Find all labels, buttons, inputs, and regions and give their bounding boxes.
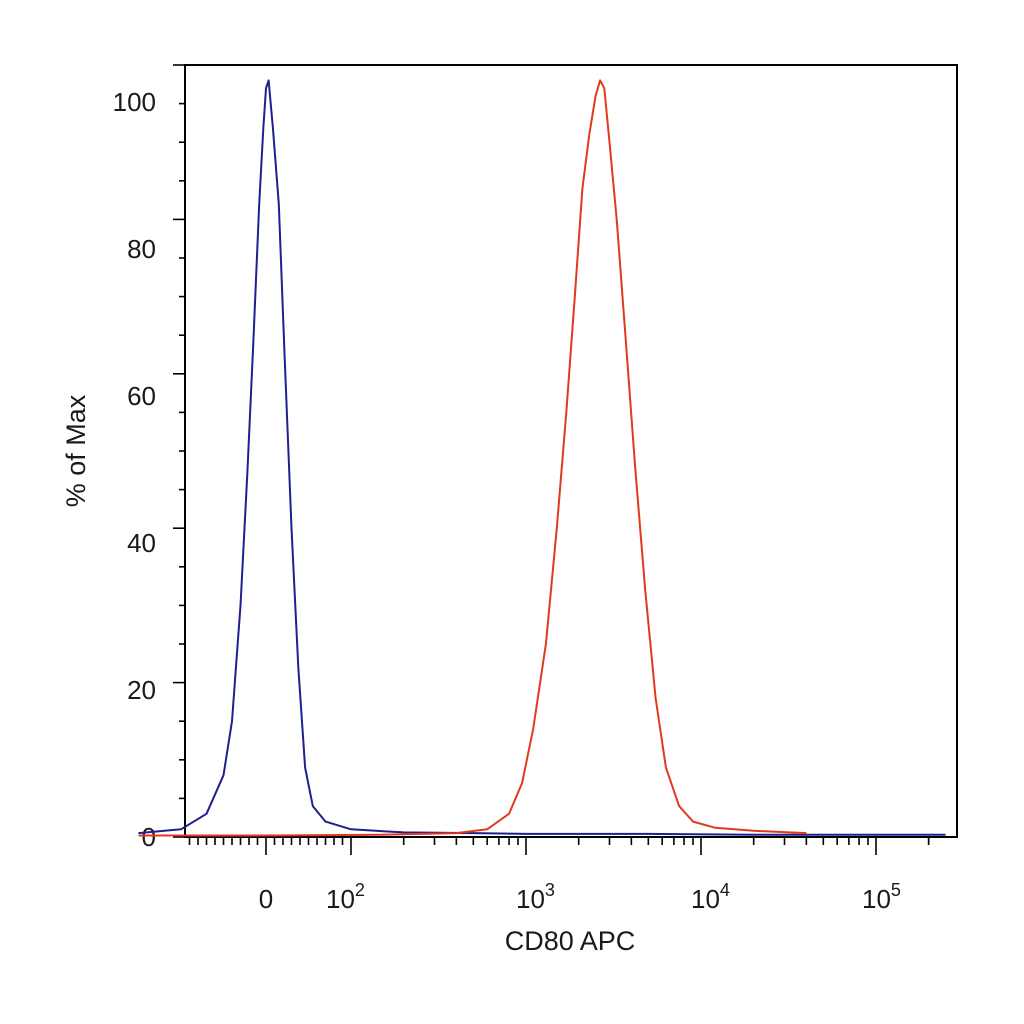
x-tick-label-10-5: 105 — [862, 880, 901, 914]
series-line-0 — [138, 79, 946, 836]
y-axis — [173, 64, 185, 838]
x-tick-label-10-3: 103 — [516, 880, 555, 914]
x-tick-labels: 0 102 103 104 105 — [259, 880, 901, 914]
y-tick-labels: 0 20 40 60 80 100 — [113, 87, 156, 852]
series-line-1 — [138, 79, 807, 837]
y-tick-label-20: 20 — [127, 675, 156, 705]
y-tick-label-100: 100 — [113, 87, 156, 117]
series-layer — [138, 79, 946, 837]
x-tick-label-10-4: 104 — [691, 880, 730, 914]
y-tick-label-60: 60 — [127, 381, 156, 411]
x-axis — [188, 837, 930, 855]
x-tick-label-0: 0 — [259, 884, 273, 914]
y-tick-label-80: 80 — [127, 234, 156, 264]
x-axis-title: CD80 APC — [505, 926, 636, 956]
y-axis-title: % of Max — [61, 394, 91, 507]
x-tick-label-10-2: 102 — [326, 880, 365, 914]
plot-frame — [184, 64, 958, 838]
y-tick-label-40: 40 — [127, 528, 156, 558]
y-tick-label-0: 0 — [142, 822, 156, 852]
